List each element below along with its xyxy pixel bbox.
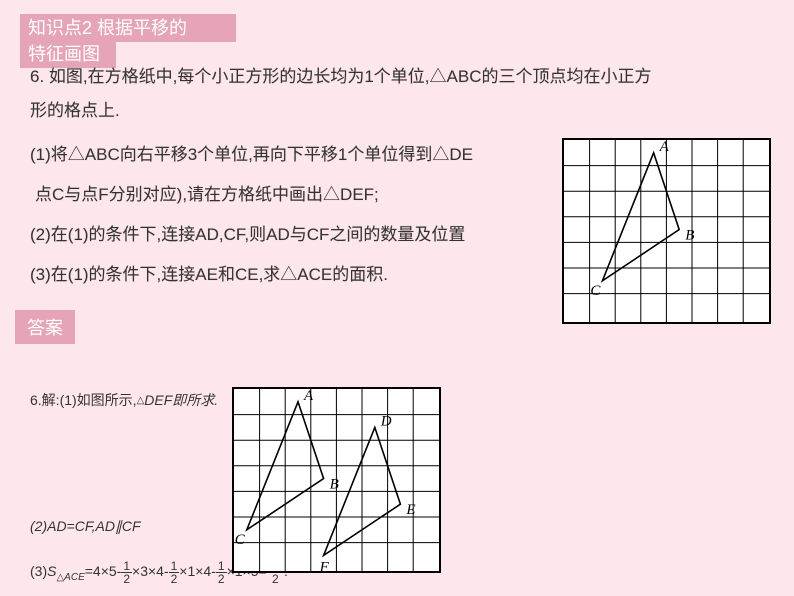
knowledge-tag-line1: 知识点2 根据平移的: [20, 14, 236, 42]
problem-line4: 点C与点F分别对应),请在方格纸中画出△DEF;: [35, 180, 379, 210]
answer-line1: 6.解:(1)如图所示,△DEF即所求.: [30, 390, 218, 410]
problem-line5: (2)在(1)的条件下,连接AD,CF,则AD与CF之间的数量及位置: [30, 220, 465, 250]
answer-line2: (2)AD=CF,AD∥CF: [30, 518, 141, 535]
svg-text:A: A: [659, 140, 670, 155]
svg-text:C: C: [590, 283, 601, 299]
problem-line3a: (1)将△ABC向右平移3个单位,再向下平移1个单位得到△DE: [30, 140, 473, 170]
problem-line2: 形的格点上.: [30, 96, 120, 126]
svg-text:A: A: [303, 389, 314, 404]
grid-figure-2: A B C D E F: [232, 387, 441, 573]
svg-text:F: F: [319, 559, 330, 571]
svg-text:B: B: [330, 477, 339, 493]
problem-line6: (3)在(1)的条件下,连接AE和CE,求△ACE的面积.: [30, 260, 388, 290]
grid-figure-1: A B C: [562, 138, 771, 324]
answer-tag: 答案: [15, 310, 75, 344]
svg-text:D: D: [380, 413, 392, 429]
problem-line1: 6. 如图,在方格纸中,每个小正方形的边长均为1个单位,△ABC的三个顶点均在小…: [30, 62, 651, 92]
answer-line1b: DEF即所求.: [144, 392, 218, 408]
answer-line1a: 6.解:(1)如图所示,: [30, 392, 137, 408]
svg-text:C: C: [235, 532, 246, 548]
svg-text:E: E: [405, 502, 415, 518]
svg-text:B: B: [685, 228, 694, 244]
